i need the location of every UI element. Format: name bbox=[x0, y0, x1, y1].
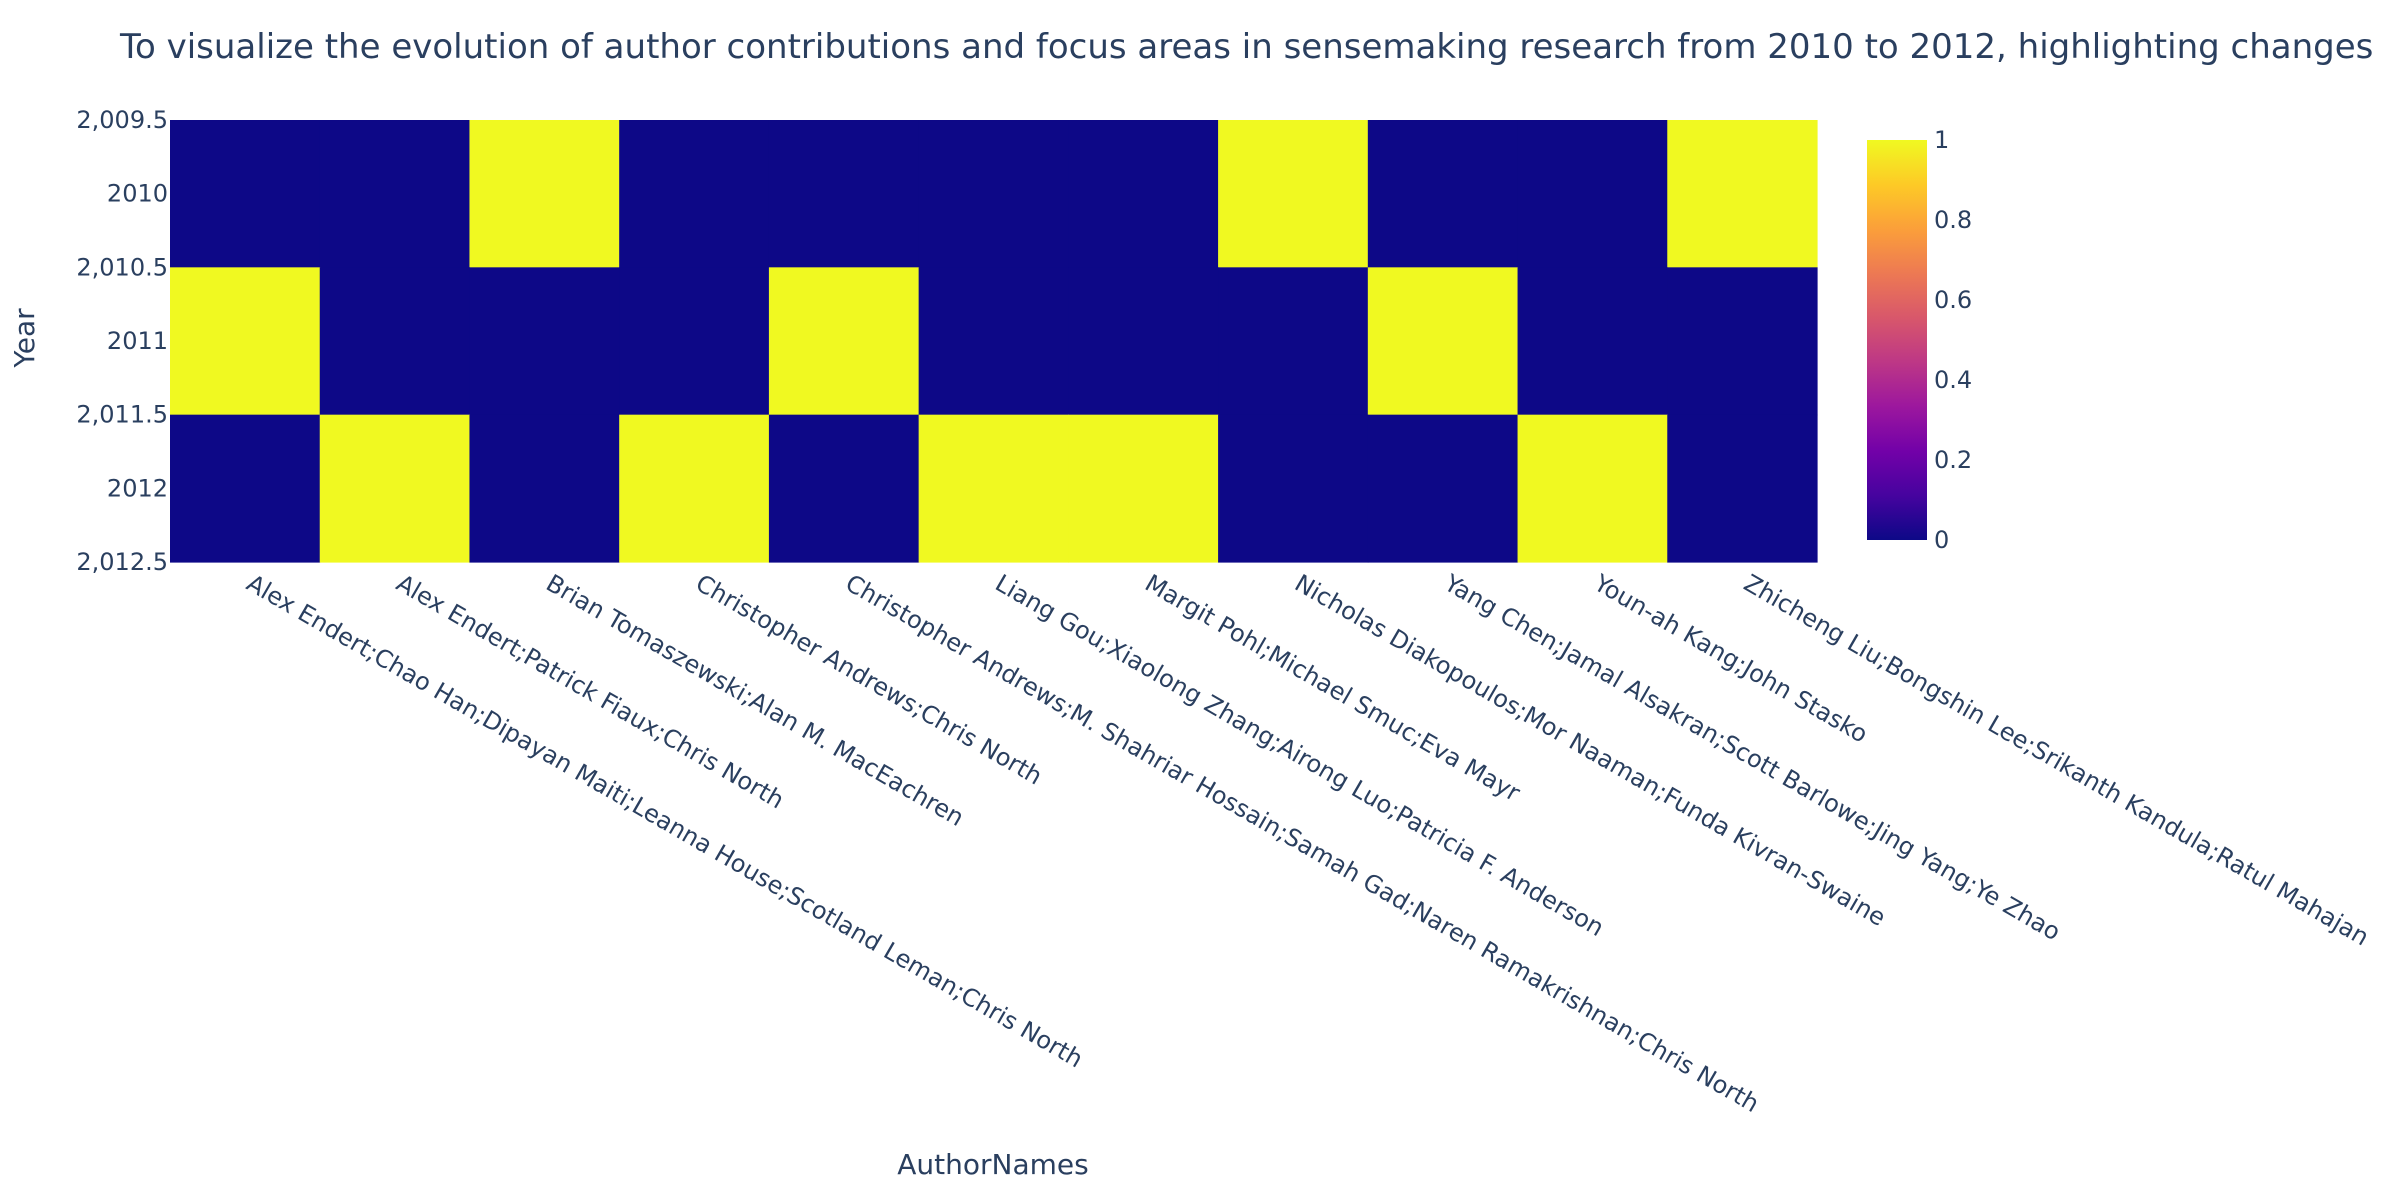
colorbar-tick-label: 0.2 bbox=[1934, 446, 1972, 474]
heatmap-cell bbox=[918, 414, 1069, 563]
heatmap-cell bbox=[918, 267, 1069, 416]
heatmap-cell bbox=[768, 120, 920, 268]
heatmap-cell bbox=[319, 414, 471, 563]
heatmap-cell bbox=[768, 267, 920, 416]
y-axis-title: Year bbox=[8, 308, 41, 369]
heatmap-cell bbox=[469, 267, 620, 416]
y-axis-ticks: 2,009.5 2010 2,010.5 2011 2,011.5 2012 2,012.5 bbox=[76, 106, 168, 576]
y-tick-label: 2012 bbox=[107, 474, 168, 502]
x-axis-ticks: Alex Endert;Chao Han;Dipayan Maiti;Leann… bbox=[242, 568, 2374, 1118]
heatmap-cell bbox=[1517, 414, 1668, 563]
colorbar-tick-label: 0.8 bbox=[1934, 206, 1972, 234]
y-tick-label: 2011 bbox=[107, 327, 168, 355]
heatmap-cell bbox=[619, 120, 770, 268]
heatmap-cell bbox=[619, 267, 770, 416]
heatmap-cell bbox=[1517, 267, 1668, 416]
heatmap-cell bbox=[1367, 120, 1519, 268]
heatmap-cells bbox=[170, 120, 1818, 563]
heatmap-cell bbox=[768, 414, 920, 563]
heatmap-cell bbox=[1667, 120, 1818, 268]
colorbar-tick-label: 0 bbox=[1934, 526, 1949, 554]
heatmap-cell bbox=[1068, 267, 1219, 416]
heatmap-cell bbox=[469, 120, 620, 268]
heatmap-cell bbox=[319, 120, 471, 268]
heatmap-cell bbox=[1517, 120, 1668, 268]
heatmap-cell bbox=[1367, 414, 1519, 563]
heatmap-cell bbox=[170, 414, 321, 563]
chart-title: To visualize the evolution of author con… bbox=[119, 27, 2373, 67]
heatmap-cell bbox=[1667, 267, 1818, 416]
heatmap-cell bbox=[619, 414, 770, 563]
y-tick-label: 2,009.5 bbox=[76, 106, 168, 134]
heatmap-cell bbox=[1218, 414, 1369, 563]
colorbar-tick-label: 0.6 bbox=[1934, 286, 1972, 314]
heatmap-cell bbox=[1367, 267, 1519, 416]
heatmap-cell bbox=[319, 267, 471, 416]
colorbar-gradient bbox=[1867, 140, 1927, 540]
heatmap-cell bbox=[1667, 414, 1818, 563]
heatmap-cell bbox=[1068, 414, 1219, 563]
heatmap-cell bbox=[469, 414, 620, 563]
heatmap-cell bbox=[1068, 120, 1219, 268]
heatmap-cell bbox=[1218, 267, 1369, 416]
y-tick-label: 2,012.5 bbox=[76, 548, 168, 576]
x-tick-label: Youn-ah Kang;John Stasko bbox=[1589, 568, 1873, 748]
colorbar-tick-label: 1 bbox=[1934, 126, 1949, 154]
colorbar-ticks: 0 0.2 0.4 0.6 0.8 1 bbox=[1934, 126, 1972, 554]
y-tick-label: 2,011.5 bbox=[76, 401, 168, 429]
heatmap-cell bbox=[170, 120, 321, 268]
colorbar-tick-label: 0.4 bbox=[1934, 366, 1972, 394]
heatmap-cell bbox=[1218, 120, 1369, 268]
colorbar: 0 0.2 0.4 0.6 0.8 1 bbox=[1867, 126, 1972, 554]
heatmap-cell bbox=[918, 120, 1069, 268]
heatmap-cell bbox=[170, 267, 321, 416]
x-axis-title: AuthorNames bbox=[897, 1148, 1088, 1181]
y-tick-label: 2010 bbox=[107, 180, 168, 208]
y-tick-label: 2,010.5 bbox=[76, 253, 168, 281]
x-tick-label: Christopher Andrews;M. Shahriar Hossain;… bbox=[841, 569, 1764, 1118]
